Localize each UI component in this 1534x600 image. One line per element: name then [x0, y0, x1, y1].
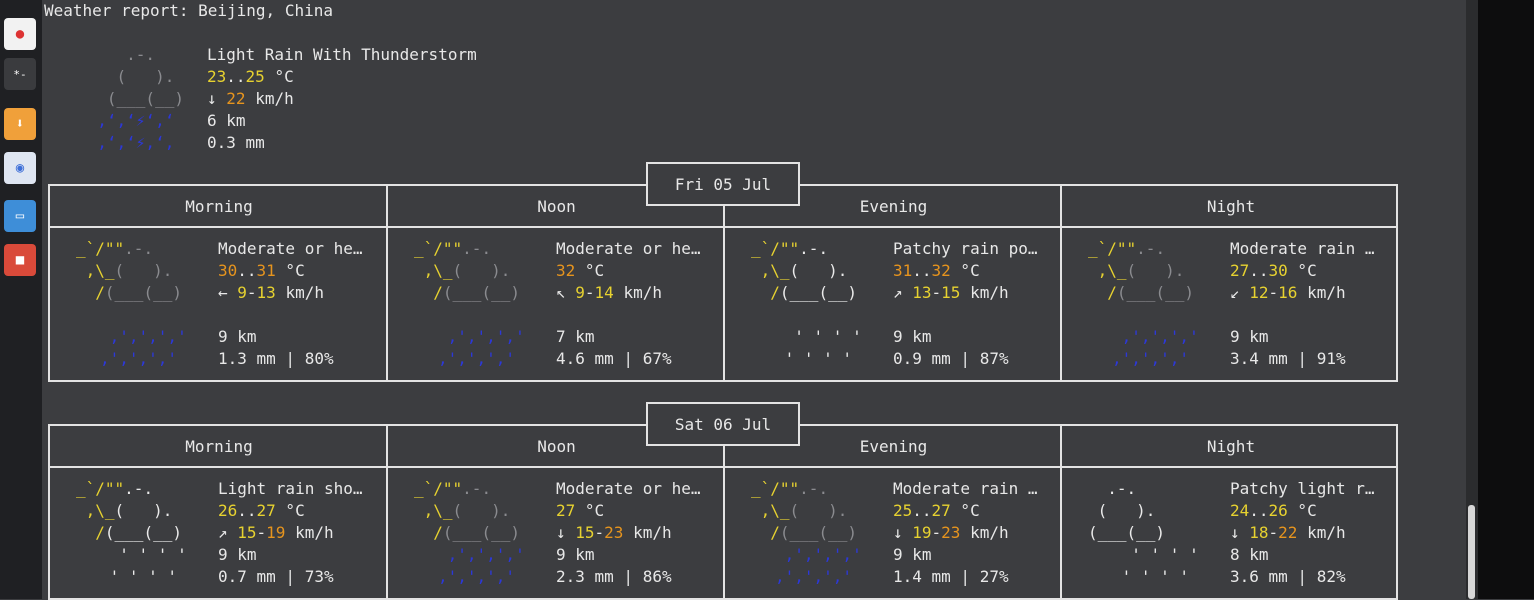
- period-condition: Moderate or he…: [556, 479, 701, 498]
- period-condition: Moderate rain …: [1230, 239, 1375, 258]
- current-wind: ↓ 22 km/h: [207, 89, 294, 108]
- period-header: Evening: [859, 436, 928, 456]
- period-header: Evening: [859, 196, 928, 216]
- period-header: Night: [1206, 196, 1256, 216]
- forecast-table: Morning _`/"".-. ,\_( ). /(___(__) ' ' ' …: [48, 424, 1398, 600]
- period-header: Morning: [185, 196, 253, 216]
- period-condition: Moderate or he…: [218, 239, 363, 258]
- period-header: Noon: [537, 196, 576, 216]
- date-label: Sat 06 Jul: [646, 402, 800, 446]
- scrollbar-thumb[interactable]: [1468, 505, 1475, 599]
- period-details: Light rain sho… 26..27 °C ↗ 15-19 km/h 9…: [218, 479, 363, 586]
- terminal-icon[interactable]: *-: [4, 58, 36, 90]
- terminal-scrollbar[interactable]: [1466, 0, 1478, 599]
- period-details: Patchy light r… 24..26 °C ↓ 18-22 km/h 8…: [1230, 479, 1375, 586]
- rain-drops-icon: ‚'‚'‚'‚' ‚'‚'‚'‚': [438, 545, 525, 586]
- rain-drops-icon: ' ' ' ' ' ' ' ': [784, 327, 862, 368]
- column-divider: [386, 426, 388, 598]
- column-divider: [1060, 426, 1062, 598]
- period-condition: Moderate rain …: [893, 479, 1038, 498]
- window-edge: [1478, 0, 1534, 599]
- text-editor-icon[interactable]: ●: [4, 18, 36, 50]
- period-details: Moderate rain … 25..27 °C ↓ 19-23 km/h 9…: [893, 479, 1038, 586]
- weather-icon: .-. ( ). (___(__): [1088, 479, 1166, 542]
- rain-drops-icon: ' ' ' ' ' ' ' ': [1121, 545, 1199, 586]
- column-divider: [723, 426, 725, 598]
- cloud-rain-icon: .-. ( ). (___(__) ‚ʻ‚ʻ⚡ʻ‚ʻ ‚ʻ‚ʻ⚡‚ʻ‚: [97, 45, 184, 152]
- rain-drops-icon: ‚'‚'‚'‚' ‚'‚'‚'‚': [775, 545, 862, 586]
- column-divider: [723, 186, 725, 380]
- weather-icon: _`/"".-. ,\_( ). /(___(__): [1088, 239, 1194, 302]
- period-condition: Moderate or he…: [556, 239, 701, 258]
- forecast-table: Morning _`/"".-. ,\_( ). /(___(__) ‚'‚'‚'…: [48, 184, 1398, 382]
- weather-icon: _`/"".-. ,\_( ). /(___(__): [751, 239, 857, 302]
- period-details: Moderate or he… 27 °C ↓ 15-23 km/h 9 km …: [556, 479, 701, 586]
- screen-share-icon[interactable]: ▭: [4, 200, 36, 232]
- app-dock: ● *- ⬇ ◉ ▭ ■: [0, 0, 42, 599]
- rain-drops-icon: ‚'‚'‚'‚' ‚'‚'‚'‚': [438, 327, 525, 368]
- period-header: Morning: [185, 436, 253, 456]
- row-gap: [48, 306, 1398, 326]
- current-condition: Light Rain With Thunderstorm: [207, 45, 477, 64]
- weather-icon: _`/"".-. ,\_( ). /(___(__): [414, 479, 520, 542]
- period-condition: Patchy rain po…: [893, 239, 1038, 258]
- weather-icon: _`/"".-. ,\_( ). /(___(__): [751, 479, 857, 542]
- period-details: Moderate or he… 32 °C ↖ 9-14 km/h 7 km 4…: [556, 239, 701, 368]
- report-title: Weather report: Beijing, China: [44, 1, 333, 20]
- date-label: Fri 05 Jul: [646, 162, 800, 206]
- column-divider: [1060, 186, 1062, 380]
- rain-drops-icon: ' ' ' ' ' ' ' ': [109, 545, 187, 586]
- rain-drops-icon: ‚'‚'‚'‚' ‚'‚'‚'‚': [100, 327, 187, 368]
- current-temp: 23..25 °C: [207, 67, 294, 86]
- period-header: Noon: [537, 436, 576, 456]
- period-details: Moderate rain … 27..30 °C ↙ 12-16 km/h 9…: [1230, 239, 1375, 368]
- column-divider: [386, 186, 388, 380]
- weather-icon: _`/"".-. ,\_( ). /(___(__): [76, 239, 182, 302]
- chat-icon[interactable]: ◉: [4, 152, 36, 184]
- rain-drops-icon: ‚'‚'‚'‚' ‚'‚'‚'‚': [1112, 327, 1199, 368]
- download-icon[interactable]: ⬇: [4, 108, 36, 140]
- video-record-icon[interactable]: ■: [4, 244, 36, 276]
- weather-icon: _`/"".-. ,\_( ). /(___(__): [414, 239, 520, 302]
- period-condition: Light rain sho…: [218, 479, 363, 498]
- current-visibility: 6 km: [207, 111, 246, 130]
- period-details: Patchy rain po… 31..32 °C ↗ 13-15 km/h 9…: [893, 239, 1038, 368]
- current-precip: 0.3 mm: [207, 133, 265, 152]
- period-details: Moderate or he… 30..31 °C ← 9-13 km/h 9 …: [218, 239, 363, 368]
- weather-icon: _`/"".-. ,\_( ). /(___(__): [76, 479, 182, 542]
- period-header: Night: [1206, 436, 1256, 456]
- period-condition: Patchy light r…: [1230, 479, 1375, 498]
